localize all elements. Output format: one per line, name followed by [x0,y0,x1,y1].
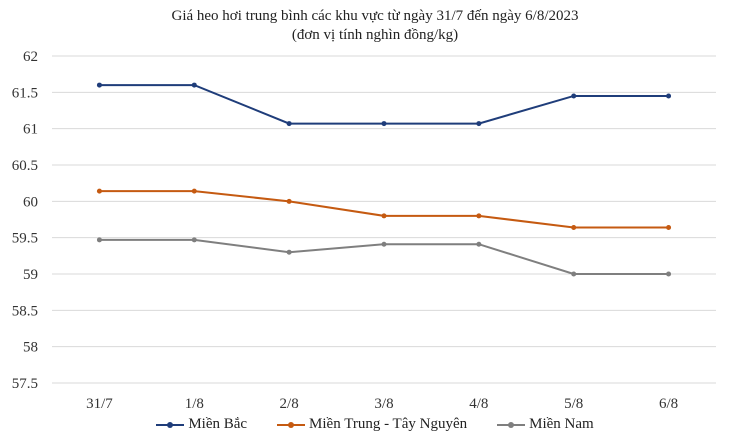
y-tick-label: 58.5 [12,303,38,319]
chart-subtitle: (đơn vị tính nghìn đồng/kg) [291,27,459,43]
legend-swatch [156,421,185,428]
y-tick-label: 59 [23,267,38,283]
x-tick-label: 31/7 [86,396,113,412]
x-tick-label: 2/8 [280,396,299,412]
data-point [476,213,482,219]
y-tick-label: 60 [23,194,38,210]
data-point [96,188,102,194]
y-tick-label: 61.5 [12,85,38,101]
data-point [191,188,197,194]
data-point [666,224,672,230]
legend-label: Miền Nam [529,416,594,432]
data-point [381,121,387,127]
data-point [286,121,292,127]
y-tick-label: 61 [23,122,38,138]
data-point [571,271,577,277]
x-tick-label: 5/8 [564,396,583,412]
legend-item: Miền Bắc [156,416,247,433]
legend-label: Miền Trung - Tây Nguyên [309,416,468,432]
y-tick-label: 58 [23,340,38,356]
y-tick-label: 57.5 [12,376,38,392]
data-point [96,82,102,88]
data-point [381,241,387,247]
data-point [191,237,197,243]
x-tick-label: 3/8 [374,396,393,412]
series-line [99,190,669,229]
y-tick-label: 60.5 [12,158,38,174]
x-tick-label: 1/8 [185,396,204,412]
data-point [571,93,577,99]
y-tick-label: 62 [23,49,38,65]
legend-item: Miền Trung - Tây Nguyên [277,416,467,433]
data-point [571,224,577,230]
legend-swatch [277,421,306,428]
y-tick-label: 59.5 [12,231,38,247]
legend-swatch [497,421,526,428]
data-point [286,249,292,255]
data-point [476,121,482,127]
series-line [99,84,669,125]
legend-item: Miền Nam [497,416,594,433]
data-point [666,93,672,99]
data-point [191,82,197,88]
data-point [286,198,292,204]
data-point [666,271,672,277]
data-point [476,241,482,247]
x-tick-label: 6/8 [659,396,678,412]
legend: Miền Bắc Miền Trung - Tây Nguyên Miền Nam [0,416,750,433]
chart-title: Giá heo hơi trung bình các khu vực từ ng… [171,8,579,24]
x-tick-label: 4/8 [469,396,488,412]
data-point [96,237,102,243]
data-point [381,213,387,219]
legend-label: Miền Bắc [188,416,248,432]
